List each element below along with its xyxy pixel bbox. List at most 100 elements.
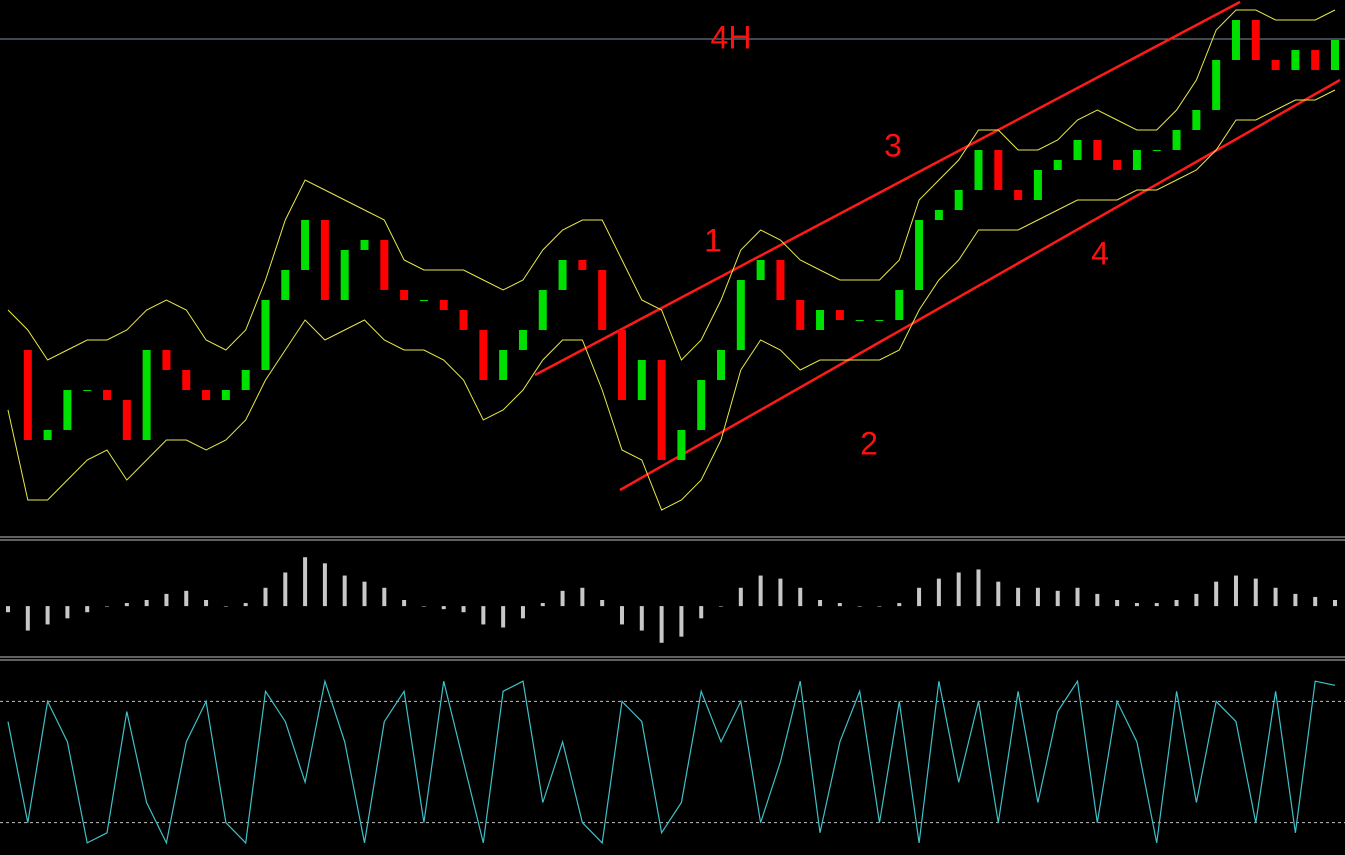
candle xyxy=(400,290,409,300)
macd-bar xyxy=(461,606,466,613)
candle xyxy=(657,360,666,460)
macd-bar xyxy=(1174,600,1179,607)
macd-bar xyxy=(1293,593,1298,607)
candle xyxy=(1212,60,1221,110)
macd-bar xyxy=(778,578,783,607)
candle xyxy=(1113,160,1122,170)
macd-bar xyxy=(659,606,664,643)
candle xyxy=(1093,140,1102,160)
macd-bar xyxy=(223,606,228,607)
candle xyxy=(994,150,1003,190)
candle xyxy=(736,280,745,350)
candle xyxy=(459,310,468,330)
macd-bar xyxy=(144,600,149,607)
macd-bar xyxy=(1115,600,1120,607)
candle xyxy=(1311,50,1320,70)
candle xyxy=(340,250,349,300)
macd-bar xyxy=(540,603,545,607)
macd-bar xyxy=(382,587,387,607)
macd-bar xyxy=(402,600,407,607)
candle xyxy=(835,310,844,320)
candle xyxy=(518,330,527,350)
candle xyxy=(103,390,112,400)
macd-bar xyxy=(164,593,169,607)
macd-bar xyxy=(1333,600,1337,607)
candle xyxy=(598,270,607,330)
macd-bar xyxy=(1095,593,1100,607)
macd-bar xyxy=(738,587,743,607)
candle xyxy=(697,380,706,430)
macd-bar xyxy=(798,587,803,607)
annotation: 3 xyxy=(884,127,902,163)
macd-bar xyxy=(758,575,763,607)
candle xyxy=(162,350,171,370)
candle xyxy=(1271,60,1280,70)
candle xyxy=(1172,130,1181,150)
macd-bar xyxy=(639,606,644,631)
candle xyxy=(717,350,726,380)
candle xyxy=(538,290,547,330)
candle xyxy=(301,220,310,270)
macd-bar xyxy=(1214,581,1219,607)
candle xyxy=(934,210,943,220)
macd-bar xyxy=(421,606,426,607)
macd-bar xyxy=(283,572,288,607)
candle xyxy=(1073,140,1082,160)
candle xyxy=(1192,110,1201,130)
macd-bar xyxy=(501,606,506,628)
candle xyxy=(360,240,369,250)
macd-bar xyxy=(679,606,684,637)
macd-bar xyxy=(124,603,129,607)
macd-bar xyxy=(362,581,367,607)
candle xyxy=(479,330,488,380)
candle xyxy=(122,400,131,440)
candle xyxy=(23,350,32,440)
candle xyxy=(756,260,765,280)
candle xyxy=(855,320,864,321)
candle xyxy=(915,220,924,290)
macd-bar xyxy=(85,606,90,613)
annotation: 4 xyxy=(1091,235,1109,271)
macd-bar xyxy=(719,606,724,607)
macd-bar xyxy=(342,575,347,607)
macd-bar xyxy=(818,600,823,607)
macd-bar xyxy=(897,603,902,607)
candle xyxy=(617,330,626,400)
channel xyxy=(534,0,1341,492)
macd-bar xyxy=(45,606,50,625)
candle xyxy=(1251,20,1260,60)
candle xyxy=(182,370,191,390)
candle xyxy=(974,150,983,190)
macd-bar xyxy=(1253,578,1258,607)
macd-bar xyxy=(322,563,327,607)
macd-bar xyxy=(996,581,1001,607)
stochastic-line xyxy=(7,678,1336,845)
macd-bar xyxy=(1134,603,1139,607)
candle xyxy=(954,190,963,210)
macd-bar xyxy=(580,587,585,607)
candle xyxy=(320,220,329,300)
chart-title: 4H xyxy=(711,19,752,55)
macd-bar xyxy=(184,590,189,607)
macd-bar xyxy=(263,587,268,607)
macd-bar xyxy=(699,606,704,619)
trendline xyxy=(619,78,1341,492)
candle xyxy=(1331,40,1339,70)
macd-bar xyxy=(25,606,30,631)
candle xyxy=(677,430,686,460)
macd-bar xyxy=(1154,603,1159,607)
macd-bar xyxy=(1035,587,1040,607)
candle xyxy=(1132,150,1141,170)
macd-bar xyxy=(600,600,605,607)
macd-bar xyxy=(837,603,842,607)
candle xyxy=(499,350,508,380)
macd-bar xyxy=(1313,596,1318,607)
macd-bar xyxy=(877,606,882,607)
macd-bar xyxy=(65,606,70,619)
candle xyxy=(1231,20,1240,60)
macd-bar xyxy=(1016,587,1021,607)
macd-bar xyxy=(520,606,525,619)
candle xyxy=(776,260,785,300)
candle xyxy=(281,270,290,300)
